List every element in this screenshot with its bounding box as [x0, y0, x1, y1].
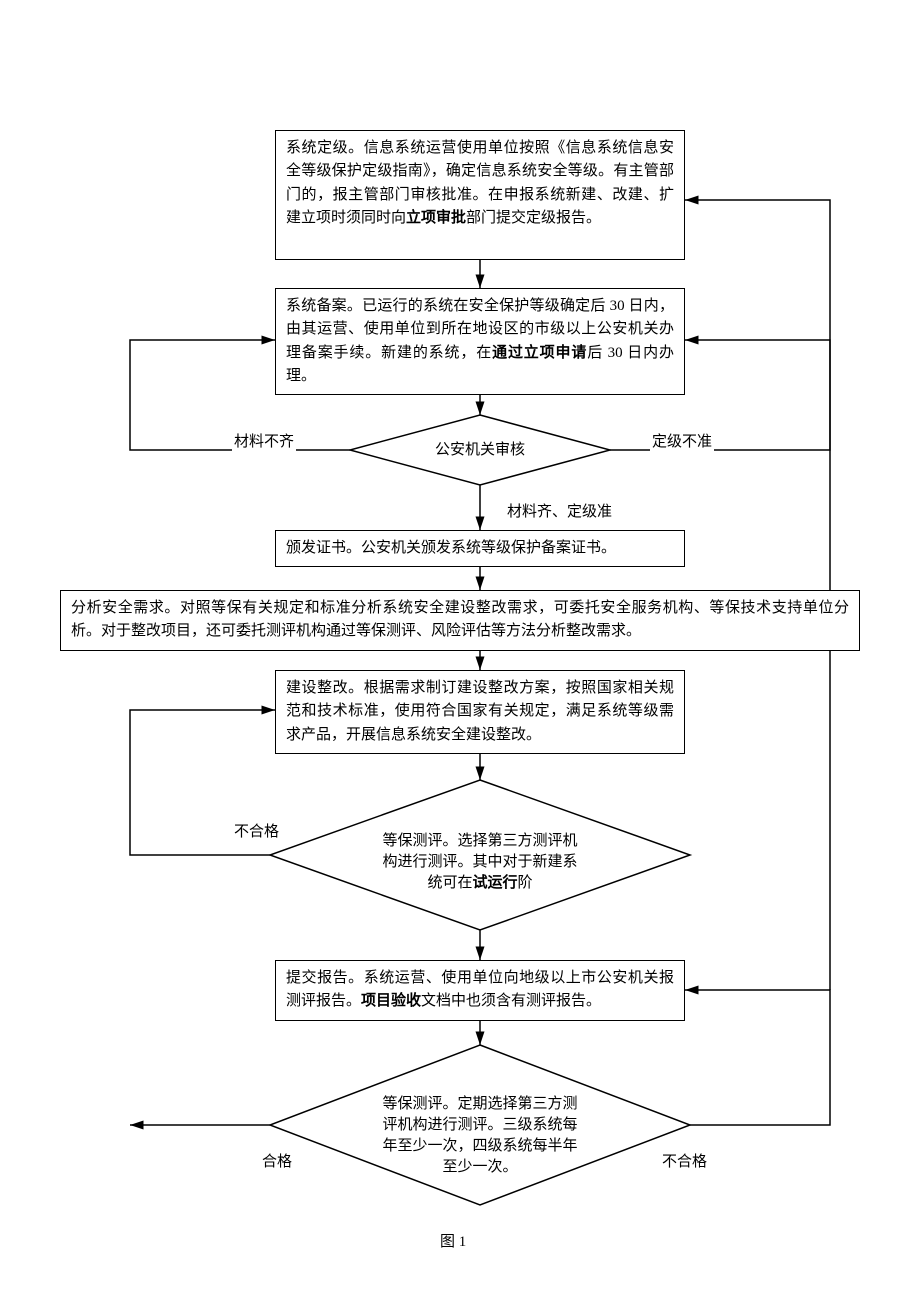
flow-diamond-label-d3: 等保测评。定期选择第三方测评机构进行测评。三级系统每年至少一次，四级系统每半年至… — [380, 1094, 580, 1178]
figure-caption: 图 1 — [440, 1230, 466, 1251]
flow-edge-label-e_d1_n3: 材料齐、定级准 — [505, 500, 614, 521]
flow-node-n4: 分析安全需求。对照等保有关规定和标准分析系统安全建设整改需求，可委托安全服务机构… — [60, 590, 860, 651]
flow-edge-label-e_d3_right: 不合格 — [660, 1150, 709, 1171]
flow-edge-label-e_d1_left: 材料不齐 — [232, 430, 296, 451]
flow-diamond-label-d2: 等保测评。选择第三方测评机构进行测评。其中对于新建系统可在试运行阶 — [380, 831, 580, 894]
flow-node-n6: 提交报告。系统运营、使用单位向地级以上市公安机关报测评报告。项目验收文档中也须含… — [275, 960, 685, 1021]
flow-edge-label-e_d3_left: 合格 — [260, 1150, 294, 1171]
flow-edge-label-e_d1_right: 定级不准 — [650, 430, 714, 451]
flow-edge-e_d3_right — [685, 990, 830, 1125]
flow-node-n5: 建设整改。根据需求制订建设整改方案，按照国家相关规范和技术标准，使用符合国家有关… — [275, 670, 685, 754]
flow-edge-label-e_d2_left: 不合格 — [232, 820, 281, 841]
flow-node-n3: 颁发证书。公安机关颁发系统等级保护备案证书。 — [275, 530, 685, 567]
flow-diamond-label-d1: 公安机关审核 — [380, 440, 580, 461]
flow-node-n1: 系统定级。信息系统运营使用单位按照《信息系统信息安全等级保护定级指南》，确定信息… — [275, 130, 685, 260]
flow-node-n2: 系统备案。已运行的系统在安全保护等级确定后 30 日内，由其运营、使用单位到所在… — [275, 288, 685, 395]
